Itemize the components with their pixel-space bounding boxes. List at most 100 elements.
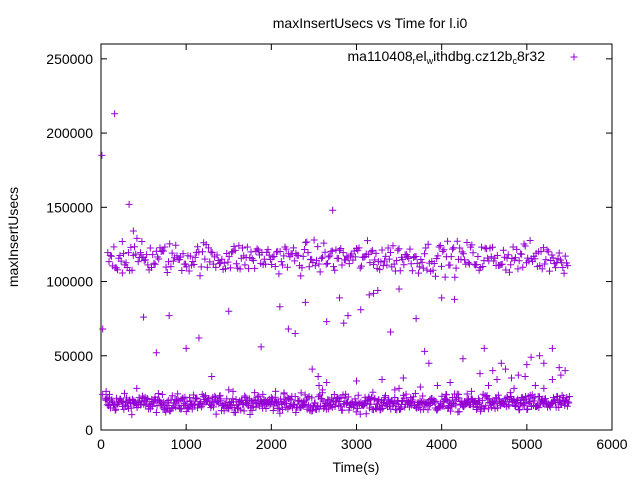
data-point (137, 249, 145, 257)
legend: ma110408relwithdbg.cz12bc8r32 (348, 48, 578, 66)
y-tick-label: 250000 (46, 51, 93, 67)
data-point (365, 395, 373, 403)
data-point (484, 405, 492, 413)
data-point (143, 394, 151, 402)
data-point (541, 260, 549, 268)
data-point (315, 260, 323, 268)
data-point (387, 328, 395, 336)
data-point (434, 252, 442, 260)
data-point (129, 227, 137, 235)
data-point (542, 256, 550, 264)
data-point (505, 268, 513, 276)
data-point (365, 291, 373, 299)
legend-label-part-3: 8r32 (517, 48, 545, 64)
data-point (510, 384, 518, 392)
data-point (178, 267, 186, 275)
data-point (467, 387, 475, 395)
data-point (537, 248, 545, 256)
data-point (548, 344, 556, 352)
data-point (351, 253, 359, 261)
data-point (271, 263, 279, 271)
data-point (499, 246, 507, 254)
data-point (319, 253, 327, 261)
data-point (381, 392, 389, 400)
data-point (512, 254, 520, 262)
data-point (438, 294, 446, 302)
data-point (290, 400, 298, 408)
data-point (523, 406, 531, 414)
data-point (251, 389, 259, 397)
data-point (127, 404, 135, 412)
data-point (118, 397, 126, 405)
data-point (405, 254, 413, 262)
data-point (505, 402, 513, 410)
data-point (274, 405, 282, 413)
data-point (247, 248, 255, 256)
data-point (431, 398, 439, 406)
data-point (357, 262, 365, 270)
data-point (196, 272, 204, 280)
data-point (399, 374, 407, 382)
data-point (487, 253, 495, 261)
data-point (371, 256, 379, 264)
data-point (345, 260, 353, 268)
data-point (407, 260, 415, 268)
data-point (128, 266, 136, 274)
data-point (142, 401, 150, 409)
data-point (341, 394, 349, 402)
data-point (513, 396, 521, 404)
data-point (436, 242, 444, 250)
data-point (125, 200, 133, 208)
data-point (441, 273, 449, 281)
data-point (432, 397, 440, 405)
data-point (553, 392, 561, 400)
data-point (272, 248, 280, 256)
data-point (391, 386, 399, 394)
data-point (185, 267, 193, 275)
data-point (559, 264, 567, 272)
data-point (338, 261, 346, 269)
data-point (395, 384, 403, 392)
data-point (304, 249, 312, 257)
data-point (208, 249, 216, 257)
data-point (98, 151, 106, 159)
data-point (241, 392, 249, 400)
y-tick-label: 200000 (46, 125, 93, 141)
data-point (521, 242, 529, 250)
data-point (231, 409, 239, 417)
data-point (308, 394, 316, 402)
data-point (120, 250, 128, 258)
data-point (536, 352, 544, 360)
data-point (211, 394, 219, 402)
data-point (190, 261, 198, 269)
data-point (300, 246, 308, 254)
data-point (408, 398, 416, 406)
data-point (423, 266, 431, 274)
data-point (417, 256, 425, 264)
data-point (259, 390, 267, 398)
data-point (106, 251, 114, 259)
data-points (98, 110, 573, 419)
data-point (291, 257, 299, 265)
data-point (113, 394, 121, 402)
data-point (376, 266, 384, 274)
data-point (366, 259, 374, 267)
data-point (444, 237, 452, 245)
data-point (252, 403, 260, 411)
data-point (411, 389, 419, 397)
data-point (197, 263, 205, 271)
data-point (230, 242, 238, 250)
data-point (291, 330, 299, 337)
y-tick-label: 100000 (46, 274, 93, 290)
data-point (276, 303, 284, 311)
data-point (524, 254, 532, 262)
data-point (260, 255, 268, 263)
data-point (174, 390, 182, 398)
y-tick-label: 150000 (46, 199, 93, 215)
data-point (504, 401, 512, 409)
data-point (370, 289, 378, 297)
data-point (310, 236, 318, 244)
data-point (291, 393, 299, 401)
x-tick-label: 4000 (426, 436, 457, 452)
data-point (311, 262, 319, 270)
